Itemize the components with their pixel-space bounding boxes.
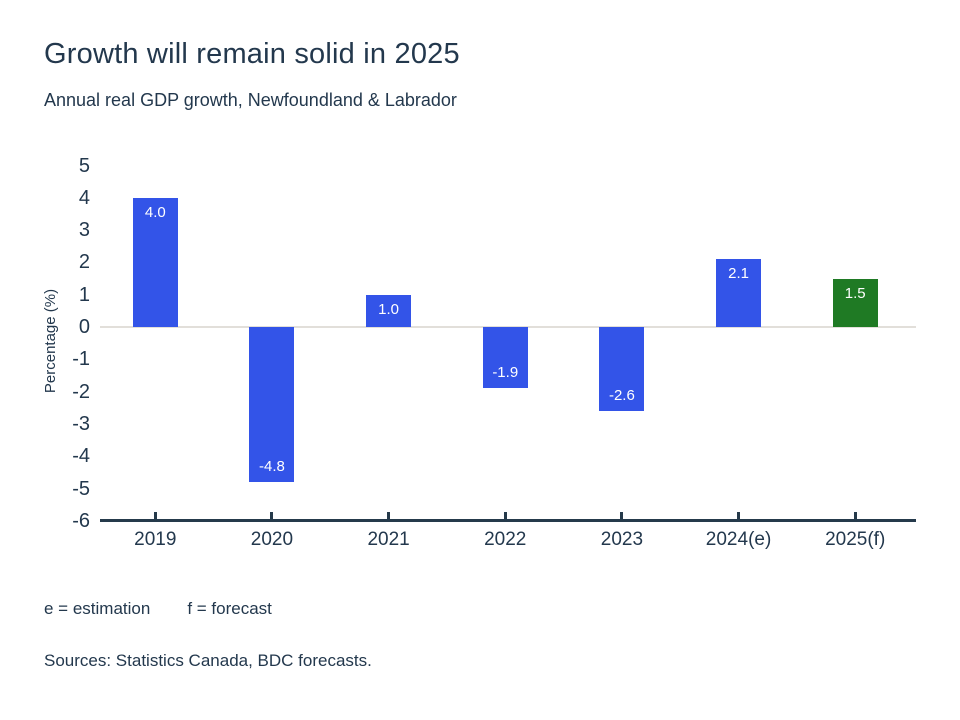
y-tick-label: 4 [78,186,90,209]
y-tick-label: 5 [78,154,90,177]
y-tick-label: -1 [72,348,90,371]
x-tick [387,512,391,520]
y-tick-label: 0 [78,316,90,338]
x-tick [853,512,857,520]
bar-value-label: 4.0 [144,203,166,221]
bar-value-label: -1.9 [492,364,519,382]
x-tick [737,512,741,520]
x-tick [620,512,624,520]
x-tick-label: 2023 [600,529,644,550]
bar-2020: -4.8 [249,327,295,483]
y-tick-label: -3 [72,412,90,435]
y-tick-label: -4 [72,445,90,468]
y-tick-label: -6 [72,509,90,532]
bar-2024(e): 2.1 [716,259,762,327]
bar-2025(f): 1.5 [832,278,878,327]
sources-note: Sources: Statistics Canada, BDC forecast… [44,651,372,670]
y-tick-label: 3 [78,219,90,242]
y-tick-label: 1 [78,283,90,306]
bar-2021: 1.0 [366,294,412,327]
x-tick [270,512,274,520]
x-tick-label: 2019 [134,529,177,550]
footnote-estimation: e = estimation [44,599,151,618]
x-tick-label: 2021 [367,529,410,550]
footnotes: e = estimation f = forecast [44,599,272,619]
chart-subtitle: Annual real GDP growth, Newfoundland & L… [44,90,457,110]
bar-2019: 4.0 [132,197,178,327]
bar-value-label: 2.1 [728,265,749,283]
bar-2022: -1.9 [482,327,528,389]
x-tick-label: 2025(f) [825,529,886,550]
x-tick-label: 2020 [250,529,294,550]
chart-title: Growth will remain solid in 2025 [44,38,460,70]
bar-value-label: 1.5 [844,284,866,302]
y-tick-label: -5 [72,477,90,500]
bar-value-label: 1.0 [378,300,400,318]
x-tick-label: 2024(e) [705,529,772,550]
x-tick [153,512,157,520]
y-tick-label: -2 [72,380,90,403]
x-axis-line [100,519,916,522]
footnote-forecast: f = forecast [187,599,272,618]
y-tick-label: 2 [78,251,90,274]
bar-2023: -2.6 [599,327,645,411]
x-tick [503,512,507,520]
bar-value-label: -4.8 [259,458,285,476]
bar-value-label: -2.6 [608,386,635,404]
x-tick-label: 2022 [484,529,527,550]
